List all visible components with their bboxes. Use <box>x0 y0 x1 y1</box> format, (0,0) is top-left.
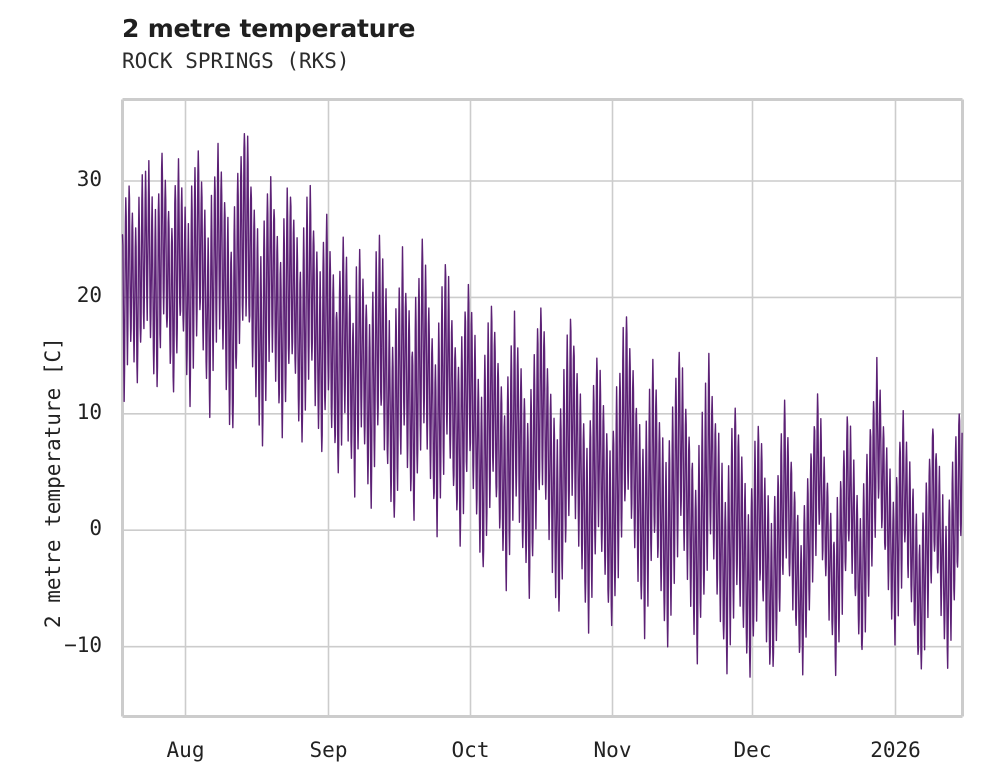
y-tick-label: 10 <box>76 399 102 424</box>
x-tick-label: Aug <box>166 738 205 762</box>
temperature-line <box>121 133 963 678</box>
chart-subtitle: ROCK SPRINGS (RKS) <box>122 48 350 73</box>
chart-header: 2 metre temperature ROCK SPRINGS (RKS) <box>122 14 415 74</box>
x-tick-label: Sep <box>309 738 348 762</box>
y-tick-label: 0 <box>89 516 102 541</box>
plot-border <box>121 98 964 718</box>
x-tick-label: Oct <box>451 738 490 762</box>
y-tick-label: 20 <box>76 283 102 308</box>
x-tick-label: 2026 <box>870 738 921 762</box>
x-tick-label: Dec <box>733 738 772 762</box>
y-tick-label: 30 <box>76 166 102 191</box>
temperature-series <box>121 133 963 678</box>
page-title: 2 metre temperature <box>122 14 416 43</box>
x-tick-label: Nov <box>593 738 632 762</box>
y-tick-label: −10 <box>64 632 102 657</box>
